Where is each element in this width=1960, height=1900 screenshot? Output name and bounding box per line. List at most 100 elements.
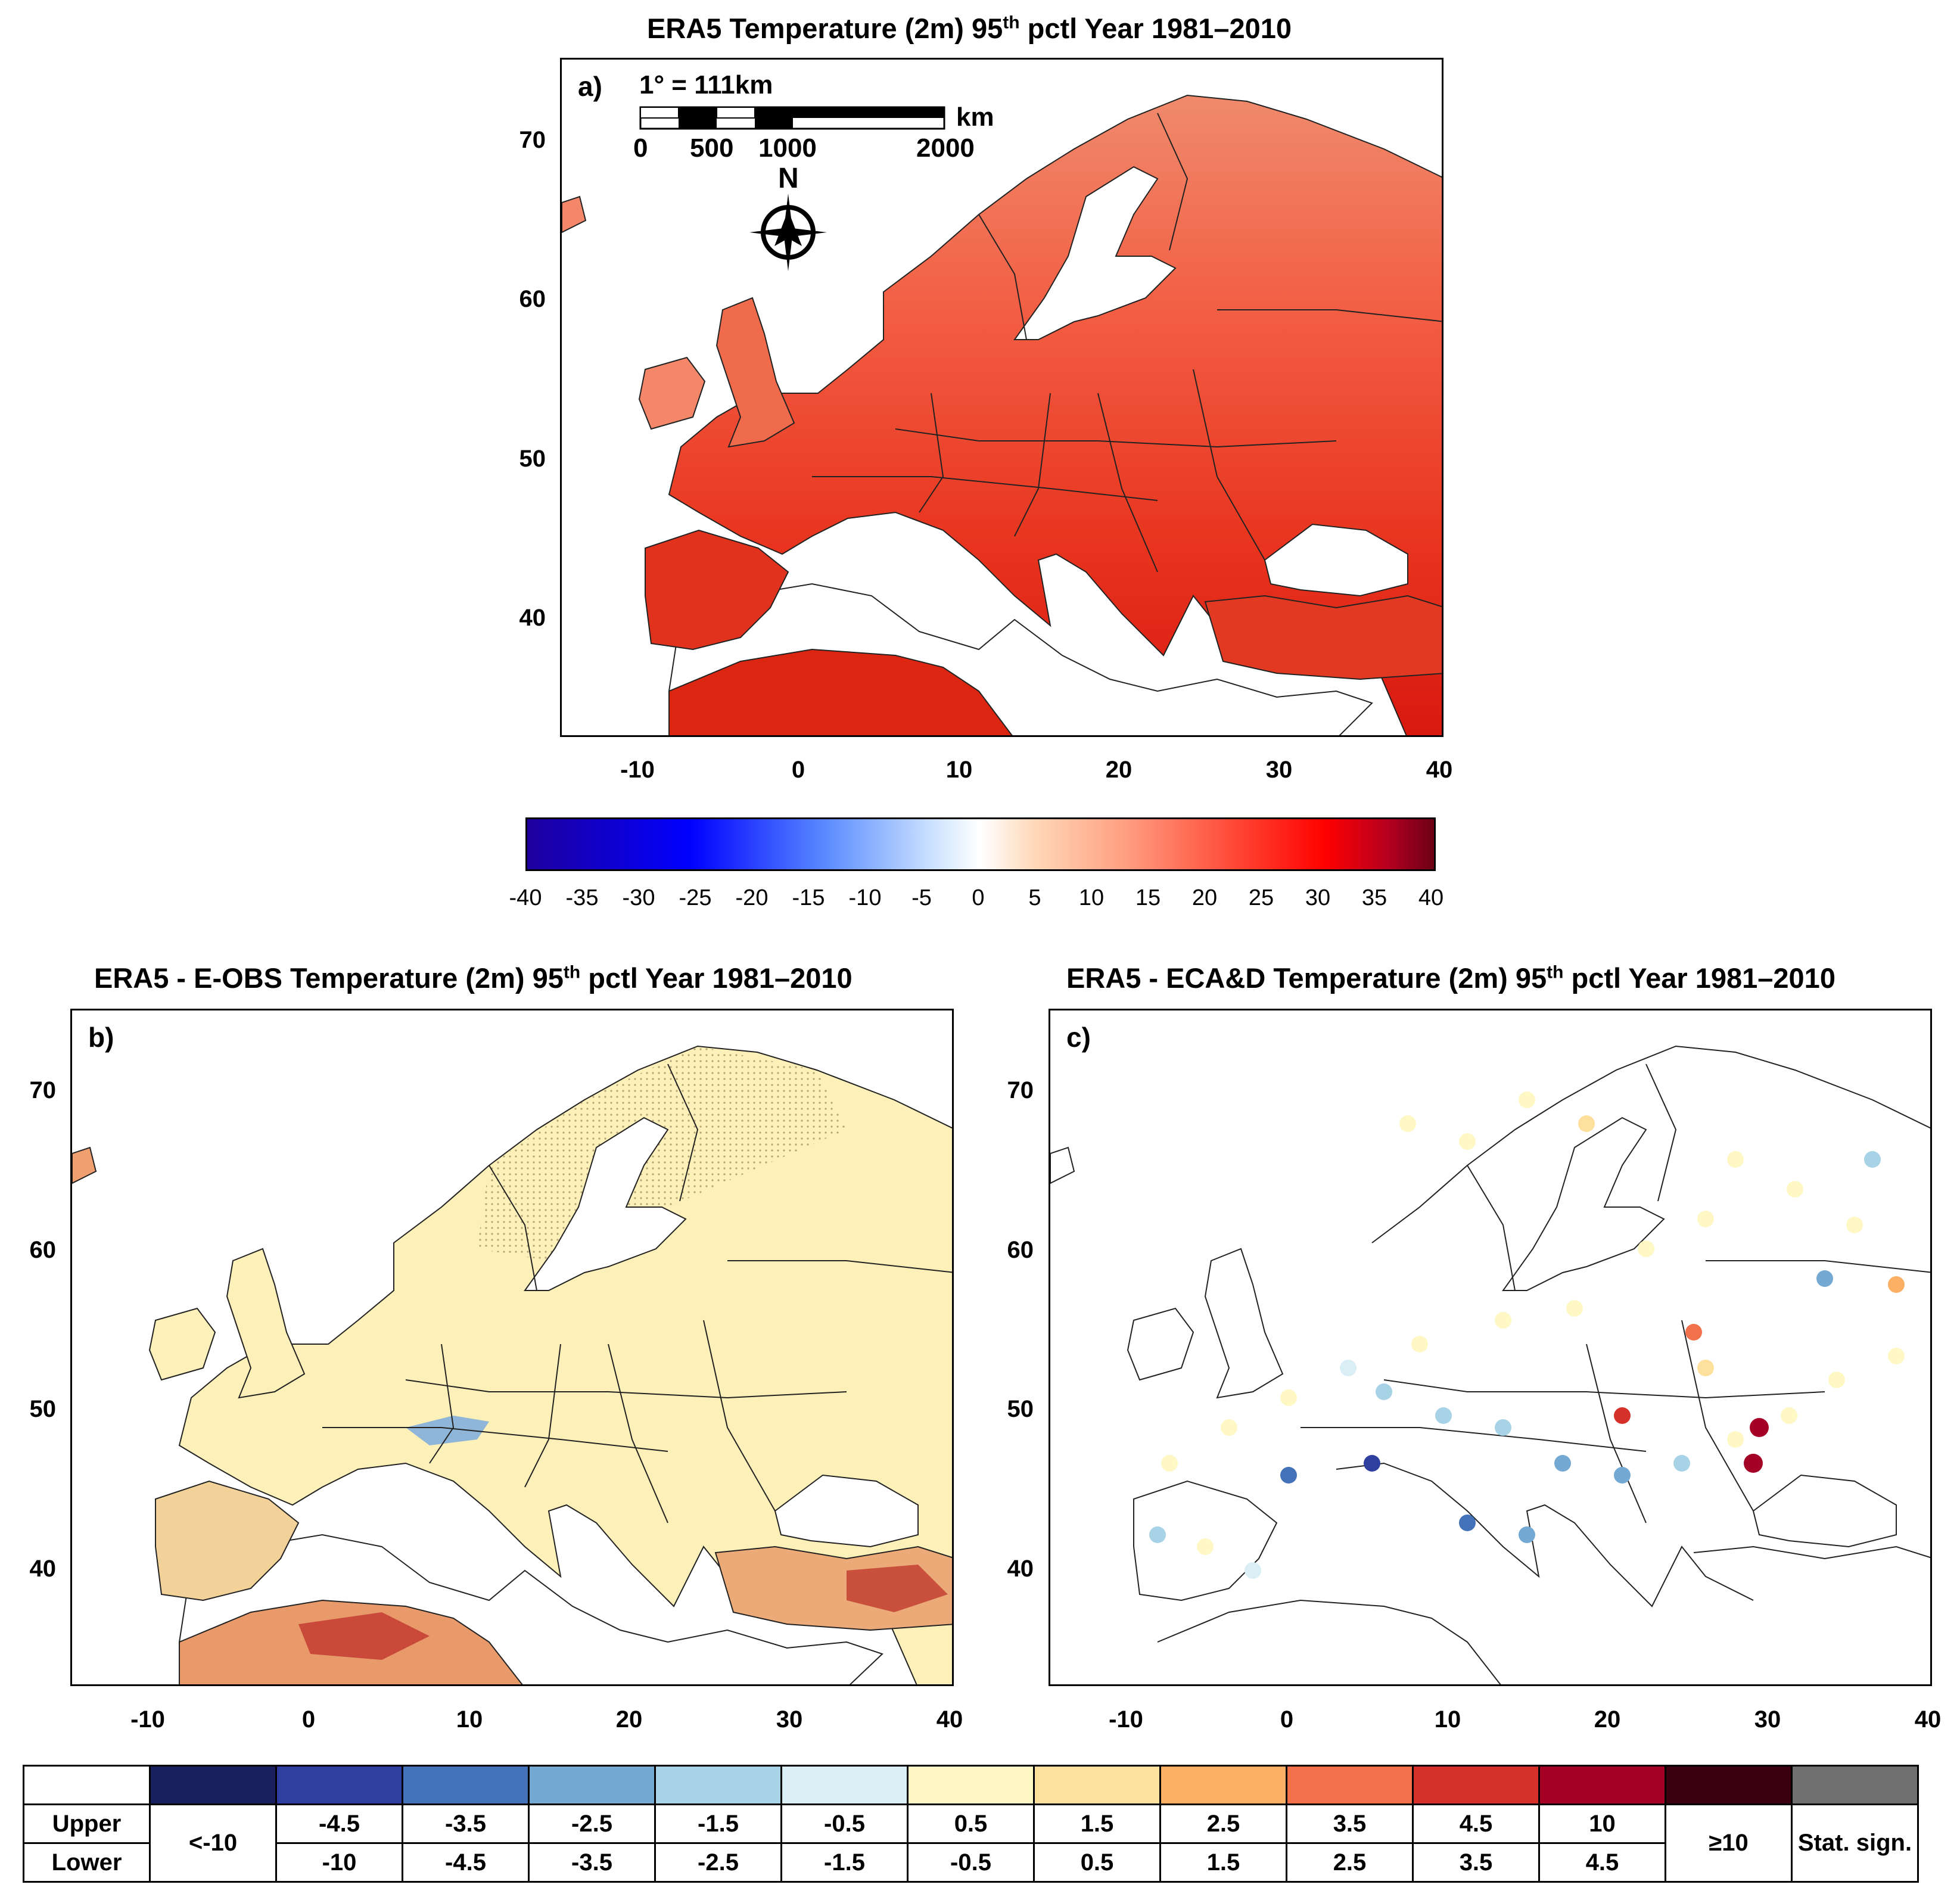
legend-lower: -1.5 xyxy=(780,1842,909,1883)
panel-c-map-svg xyxy=(1050,1045,1930,1684)
panel-a-map: a) 1° = 111km km 0 500 1000 2000 N xyxy=(560,58,1443,737)
legend-upper: -4.5 xyxy=(275,1803,403,1844)
legend-upper: 3.5 xyxy=(1286,1803,1414,1844)
station-dot xyxy=(1340,1360,1357,1376)
legend-swatch xyxy=(275,1765,403,1805)
legend-swatch xyxy=(1791,1765,1919,1805)
legend-swatch xyxy=(654,1765,782,1805)
colorbar-label: -5 xyxy=(911,885,932,910)
panel-a-ireland xyxy=(638,356,706,430)
panel-b-ytick-40: 40 xyxy=(29,1556,57,1582)
scale-tick-500: 500 xyxy=(690,133,734,163)
panel-b-xtick-10: 10 xyxy=(456,1706,483,1733)
panel-b-baltic-sea xyxy=(524,1117,687,1291)
legend-swatch xyxy=(1538,1765,1666,1805)
legend-upper: 10 xyxy=(1538,1803,1666,1844)
station-dot xyxy=(1846,1217,1863,1233)
legend-swatch xyxy=(1286,1765,1414,1805)
colorbar-label: 25 xyxy=(1248,885,1274,910)
station-dot xyxy=(1685,1324,1702,1341)
north-label: N xyxy=(778,163,799,194)
station-dot xyxy=(1697,1360,1714,1376)
colorbar-label: -10 xyxy=(848,885,882,910)
colorbar-label: 0 xyxy=(972,885,985,910)
legend-row-lower: Lower xyxy=(23,1842,151,1883)
station-dot xyxy=(1566,1300,1583,1317)
station-dot xyxy=(1888,1276,1905,1293)
station-dot xyxy=(1519,1092,1535,1108)
panel-b-turkey-hot xyxy=(847,1565,948,1612)
legend-upper: -0.5 xyxy=(780,1803,909,1844)
scale-tick-2000: 2000 xyxy=(916,133,975,163)
panel-a-iceland xyxy=(562,195,587,234)
panel-c-ytick-40: 40 xyxy=(1007,1556,1034,1582)
scale-bar xyxy=(639,106,945,130)
station-dot xyxy=(1744,1454,1763,1473)
legend-lower: -10 xyxy=(275,1842,403,1883)
panel-b-xtick-m10: -10 xyxy=(130,1706,165,1733)
legend-swatch xyxy=(1033,1765,1161,1805)
station-dot xyxy=(1435,1407,1452,1424)
legend-swatch xyxy=(1412,1765,1540,1805)
station-dot xyxy=(1495,1419,1511,1436)
legend-upper: -3.5 xyxy=(402,1803,530,1844)
panel-c-ytick-60: 60 xyxy=(1007,1237,1034,1263)
legend-lower: 3.5 xyxy=(1412,1842,1540,1883)
panel-c-xtick-40: 40 xyxy=(1914,1706,1942,1733)
legend-lower: 1.5 xyxy=(1159,1842,1287,1883)
panel-c-xtick-m10: -10 xyxy=(1109,1706,1143,1733)
panel-a-xtick-30: 30 xyxy=(1265,757,1293,783)
station-dot xyxy=(1864,1151,1881,1168)
panel-a-xtick-m10: -10 xyxy=(620,757,655,783)
panel-c-title: ERA5 - ECA&D Temperature (2m) 95th pctl … xyxy=(1066,962,1835,994)
legend-ge10: ≥10 xyxy=(1665,1803,1793,1883)
panel-c-coastlines xyxy=(1050,1045,1930,1684)
panel-a-land-mainland xyxy=(668,94,1442,735)
colorbar-label: -15 xyxy=(792,885,825,910)
panel-b-alps-negative xyxy=(406,1416,489,1445)
panel-c-ytick-50: 50 xyxy=(1007,1396,1034,1422)
colorbar-label: 40 xyxy=(1418,885,1444,910)
legend-lower: -3.5 xyxy=(528,1842,656,1883)
station-dot xyxy=(1781,1407,1797,1424)
station-dot xyxy=(1149,1526,1166,1543)
legend-lower: 0.5 xyxy=(1033,1842,1161,1883)
station-dot xyxy=(1554,1455,1571,1472)
colorbar-label: 5 xyxy=(1028,885,1041,910)
colorbar-label: 15 xyxy=(1135,885,1161,910)
panel-a-label: a) xyxy=(578,71,602,102)
station-dot xyxy=(1578,1115,1595,1132)
station-dot xyxy=(1245,1562,1261,1579)
station-dot xyxy=(1399,1115,1416,1132)
panel-b-xtick-30: 30 xyxy=(776,1706,803,1733)
station-dot xyxy=(1750,1418,1769,1437)
colorbar-label: -30 xyxy=(622,885,655,910)
legend-upper: 2.5 xyxy=(1159,1803,1287,1844)
station-dot xyxy=(1459,1133,1476,1150)
colorbar xyxy=(525,817,1436,871)
panel-b-land-mainland xyxy=(178,1045,952,1684)
panel-b-black-sea xyxy=(774,1474,919,1548)
legend-upper: 1.5 xyxy=(1033,1803,1161,1844)
legend-swatch xyxy=(780,1765,909,1805)
legend-lower: 4.5 xyxy=(1538,1842,1666,1883)
colorbar-label: 30 xyxy=(1305,885,1331,910)
panel-c-map: c) xyxy=(1049,1009,1932,1686)
scale-tick-0: 0 xyxy=(633,133,648,163)
legend-upper: -1.5 xyxy=(654,1803,782,1844)
discrete-legend: Upper <-10 -4.5 -3.5 -2.5 -1.5 -0.5 0.5 … xyxy=(23,1765,1919,1883)
panel-b-ireland xyxy=(148,1307,216,1381)
legend-stat-sign: Stat. sign. xyxy=(1791,1803,1919,1883)
panel-b-title: ERA5 - E-OBS Temperature (2m) 95th pctl … xyxy=(94,962,853,994)
station-dot xyxy=(1697,1211,1714,1227)
panel-c-xtick-20: 20 xyxy=(1594,1706,1621,1733)
panel-b-label: b) xyxy=(88,1022,114,1053)
panel-b-xtick-40: 40 xyxy=(936,1706,963,1733)
legend-corner xyxy=(23,1765,151,1805)
panel-c-label: c) xyxy=(1066,1022,1091,1053)
panel-a-iberia xyxy=(645,529,789,651)
station-dot xyxy=(1221,1419,1237,1436)
panel-a-map-svg xyxy=(562,94,1442,735)
station-dot xyxy=(1638,1240,1654,1257)
station-dot xyxy=(1459,1515,1476,1531)
